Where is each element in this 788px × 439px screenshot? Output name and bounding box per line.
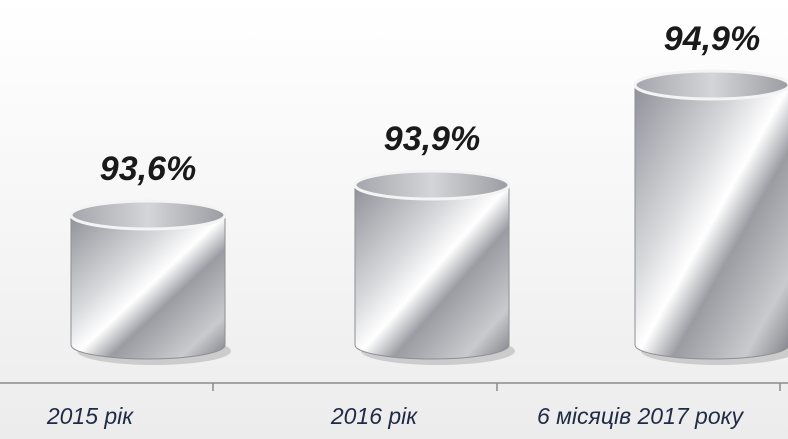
bar [634, 84, 788, 360]
value-label: 93,6% [100, 150, 196, 188]
value-label: 93,9% [384, 120, 480, 158]
bar-top [69, 199, 227, 231]
bar [354, 184, 510, 360]
bar [70, 214, 226, 360]
bar-top [353, 169, 511, 201]
x-tick-label: 2016 рік [330, 403, 418, 429]
bar-top [633, 69, 788, 101]
x-tick-label: 6 місяців 2017 року [537, 403, 745, 429]
value-label: 94,9% [664, 20, 760, 58]
x-tick-label: 2015 рік [46, 403, 134, 429]
